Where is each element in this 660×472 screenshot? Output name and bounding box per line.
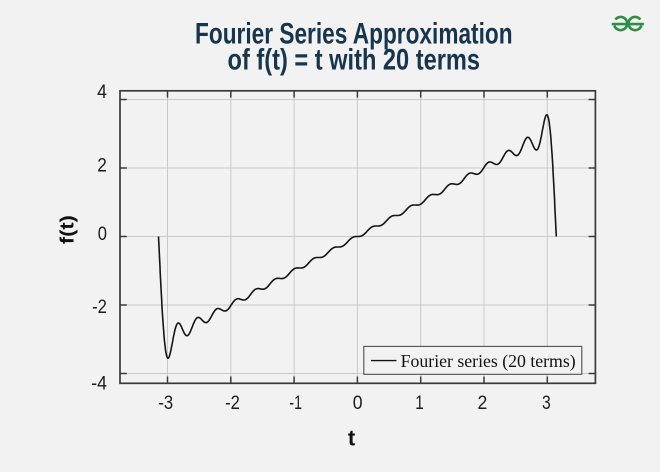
svg-text:0: 0: [353, 393, 363, 414]
svg-text:-3: -3: [158, 393, 173, 414]
svg-text:-1: -1: [289, 393, 302, 414]
svg-text:of f(t) = t with 20 terms: of f(t) = t with 20 terms: [228, 44, 481, 77]
svg-text:2: 2: [478, 393, 488, 414]
svg-text:-4: -4: [91, 374, 107, 395]
svg-text:0: 0: [98, 224, 107, 245]
svg-text:2: 2: [97, 155, 107, 176]
svg-text:Fourier series (20 terms): Fourier series (20 terms): [401, 351, 576, 371]
svg-text:-2: -2: [225, 393, 240, 414]
svg-text:3: 3: [542, 393, 551, 414]
svg-text:f(t): f(t): [57, 215, 79, 244]
svg-text:t: t: [348, 426, 356, 451]
svg-text:4: 4: [97, 82, 107, 103]
svg-text:Fourier Series Approximation: Fourier Series Approximation: [195, 18, 513, 51]
svg-text:1: 1: [415, 393, 424, 414]
svg-text:-2: -2: [92, 297, 107, 318]
